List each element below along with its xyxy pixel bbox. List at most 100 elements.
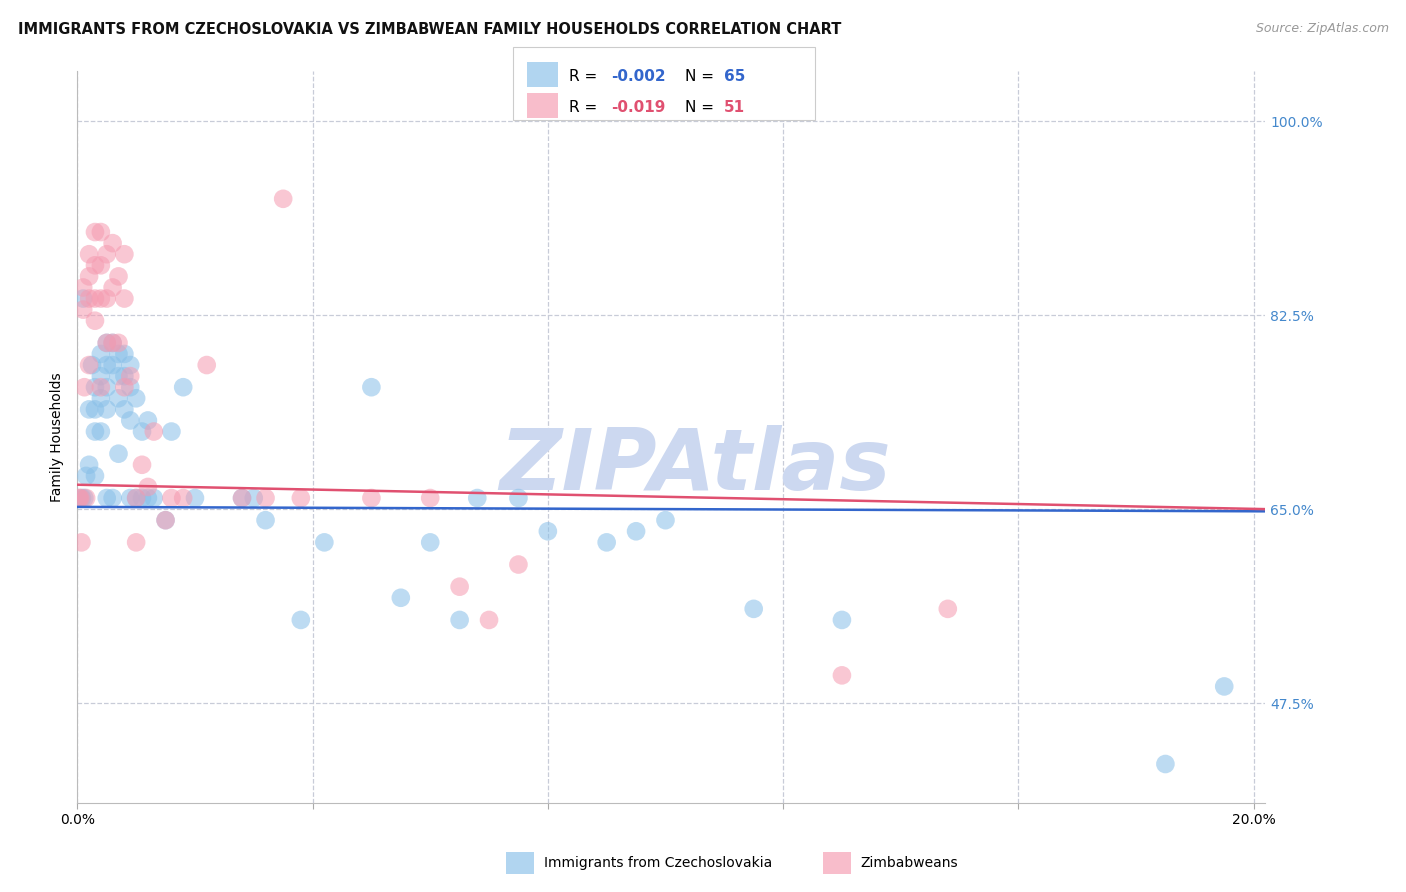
Point [290,613,312,627]
Point [112,292,135,306]
Point [254,513,277,527]
Point [107,447,129,461]
Point [1213,680,1236,694]
Point [131,491,153,505]
Point [125,535,148,549]
Point [654,513,676,527]
Point [107,392,129,406]
Point [125,392,148,406]
Point [136,480,159,494]
Point [90,392,112,406]
Point [96,247,118,261]
Point [449,613,471,627]
Point [101,358,124,372]
Point [96,335,118,350]
Text: Zimbabweans: Zimbabweans [860,855,957,870]
Point [70,535,93,549]
Point [107,347,129,361]
Point [101,236,124,251]
Point [90,225,112,239]
Point [112,369,135,384]
Text: -0.002: -0.002 [612,69,666,84]
Point [537,524,560,539]
Point [231,491,253,505]
Point [96,380,118,394]
Point [77,292,100,306]
Point [120,413,142,427]
Point [96,402,118,417]
Point [360,380,382,394]
Point [75,491,97,505]
Point [77,402,100,417]
Point [112,247,135,261]
Text: ZIPAtlas: ZIPAtlas [499,425,891,508]
Point [120,491,142,505]
Text: -0.019: -0.019 [612,100,666,115]
Text: 51: 51 [724,100,745,115]
Point [72,302,94,317]
Point [478,613,501,627]
Point [75,468,97,483]
Point [80,358,103,372]
Point [112,347,135,361]
Text: R =: R = [569,100,603,115]
Point [84,380,107,394]
Point [96,335,118,350]
Point [77,358,100,372]
Point [142,491,165,505]
Point [290,491,312,505]
Point [101,335,124,350]
Point [70,491,93,505]
Point [67,491,90,505]
Point [155,513,177,527]
Point [90,425,112,439]
Point [84,258,107,272]
Point [112,380,135,394]
Point [101,491,124,505]
Point [172,491,194,505]
Point [195,358,218,372]
Point [254,491,277,505]
Point [84,225,107,239]
Point [72,292,94,306]
Point [624,524,647,539]
Point [90,258,112,272]
Text: 65: 65 [724,69,745,84]
Point [77,247,100,261]
Text: N =: N = [685,69,718,84]
Point [84,468,107,483]
Point [90,380,112,394]
Point [96,358,118,372]
Point [120,369,142,384]
Point [231,491,253,505]
Point [360,491,382,505]
Point [419,491,441,505]
Point [742,602,765,616]
Point [96,292,118,306]
Point [142,425,165,439]
Point [389,591,412,605]
Point [101,335,124,350]
Point [172,380,194,394]
Point [449,580,471,594]
Point [84,314,107,328]
Point [84,292,107,306]
Point [73,380,96,394]
Point [72,280,94,294]
Point [125,491,148,505]
Point [508,558,530,572]
Point [595,535,617,549]
Point [77,269,100,284]
Point [73,491,96,505]
Point [271,192,294,206]
Point [125,491,148,505]
Point [69,491,91,505]
Point [831,668,853,682]
Text: R =: R = [569,69,603,84]
Point [136,413,159,427]
Point [160,425,183,439]
Point [419,535,441,549]
Point [77,458,100,472]
Y-axis label: Family Households: Family Households [51,372,65,502]
Point [131,425,153,439]
